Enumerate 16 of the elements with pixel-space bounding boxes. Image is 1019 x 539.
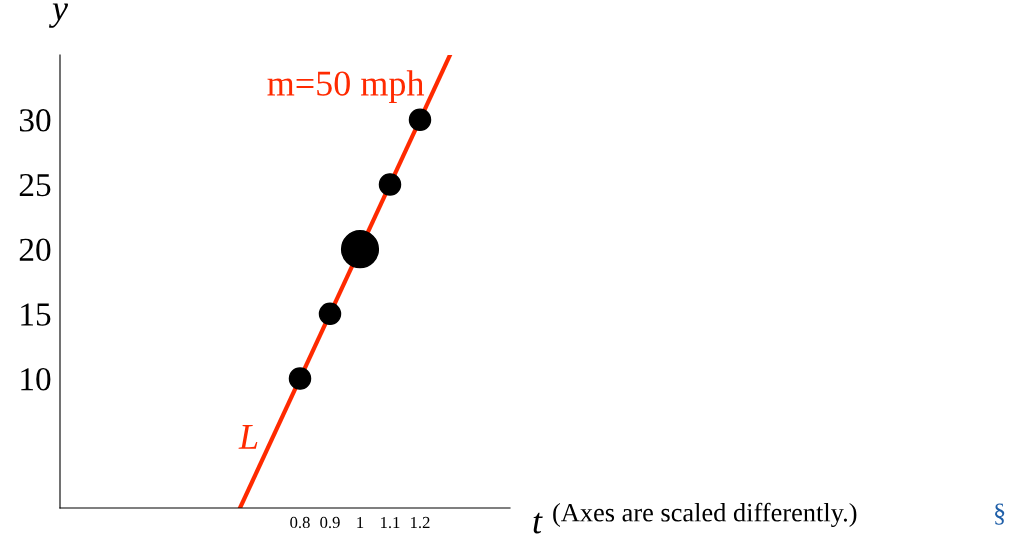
x-tick-label: 1 <box>357 516 364 528</box>
y-tick-label: 30 <box>19 109 51 132</box>
y-tick-label: 20 <box>19 238 51 262</box>
y-tick-label: 10 <box>21 367 51 391</box>
y-tick-label: 15 <box>21 303 51 326</box>
x-tick-label: 0.8 <box>290 516 310 529</box>
text: (Axes are scaled differently.) <box>553 502 857 527</box>
x-tick-label: 1.1 <box>381 516 400 529</box>
y-axis-title: y <box>48 3 69 28</box>
text: § <box>995 503 1005 525</box>
annotation: L <box>238 425 258 449</box>
x-axis-title: t <box>533 512 543 534</box>
annotation: m=50 mph <box>267 70 425 104</box>
x-tick-label: 0.9 <box>320 516 340 529</box>
y-tick-label: 25 <box>19 173 51 197</box>
x-tick-label: 1.2 <box>411 516 430 529</box>
